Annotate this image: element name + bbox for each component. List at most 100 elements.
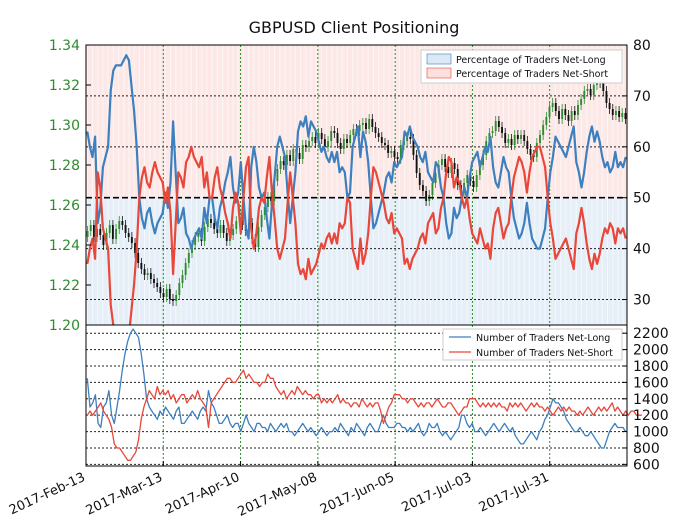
candle-body — [346, 139, 348, 143]
candle-body — [121, 221, 124, 225]
x-axis-tick-label: 2017-Apr-10 — [163, 470, 242, 518]
series-line-net-short-pct — [86, 145, 627, 342]
bottom-right-axis-tick-label: 1800 — [633, 359, 669, 375]
candle-body — [545, 117, 548, 125]
bottom-legend: Number of Traders Net-Long Number of Trad… — [442, 328, 623, 361]
candle-body — [301, 145, 304, 159]
candle-body — [425, 191, 428, 201]
candle-body — [447, 167, 450, 173]
candle-body — [298, 153, 301, 159]
candle-body — [361, 123, 364, 125]
candle-body — [368, 119, 371, 129]
candle-body — [263, 207, 266, 215]
candle-body — [270, 197, 273, 201]
legend-label-net-short-count: Number of Traders Net-Short — [476, 348, 613, 359]
candle-body — [472, 181, 475, 187]
candle-body — [115, 229, 118, 239]
candle-body — [232, 229, 235, 235]
candle-body — [339, 143, 342, 149]
candle-body — [172, 299, 174, 301]
candle-body — [497, 121, 500, 127]
candle-body — [184, 263, 187, 275]
candle-body — [358, 125, 361, 131]
candle-body — [134, 243, 136, 253]
x-axis-tick-label: 2017-May-08 — [236, 470, 320, 520]
bottom-right-axis-tick-label: 600 — [633, 457, 660, 473]
candle-body — [611, 109, 614, 115]
candle-body — [156, 283, 159, 287]
candle-body — [614, 111, 617, 115]
candle-body — [213, 223, 216, 229]
candle-body — [377, 133, 380, 137]
right-axis-tick-label: 30 — [633, 293, 651, 309]
right-axis-tick-label: 60 — [633, 140, 651, 156]
candle-body — [573, 111, 576, 115]
candle-body — [434, 173, 437, 183]
candle-body — [482, 155, 484, 165]
x-axis-tick-label: 2017-Mar-13 — [84, 470, 165, 519]
candle-body — [342, 139, 345, 149]
candle-body — [510, 139, 513, 145]
legend-swatch-net-short-pct — [426, 67, 452, 79]
candle-body — [504, 133, 507, 143]
legend-swatch-net-long-pct — [426, 53, 452, 65]
series-line-net-long-count — [86, 328, 627, 449]
candle-body — [86, 231, 89, 237]
candle-body — [99, 229, 102, 235]
bottom-plot-frame — [85, 324, 628, 467]
candle-body — [618, 111, 621, 117]
candle-body — [216, 229, 219, 233]
candle-body — [349, 135, 352, 143]
candle-body — [311, 137, 314, 141]
candle-body — [285, 155, 288, 165]
bottom-right-axis-tick-label: 1400 — [633, 392, 669, 408]
candle-body — [453, 163, 456, 169]
candle-body — [418, 173, 421, 185]
legend-label-net-short-pct: Percentage of Traders Net-Short — [456, 69, 608, 80]
left-axis-tick-label: 1.30 — [49, 118, 80, 134]
candle-body — [320, 133, 323, 139]
candle-body — [542, 125, 545, 135]
right-axis-tick-label: 50 — [633, 191, 651, 207]
candle-body — [102, 235, 105, 245]
candle-body — [111, 225, 114, 239]
right-axis-tick-label: 70 — [633, 89, 651, 105]
candle-body — [431, 183, 434, 195]
bottom-right-axis-tick-label: 2200 — [633, 326, 669, 342]
candle-body — [412, 139, 415, 155]
candle-body — [384, 143, 386, 145]
candle-body — [210, 219, 212, 223]
bottom-right-axis-tick-label: 2000 — [633, 343, 669, 359]
left-axis-tick-label: 1.32 — [49, 78, 80, 94]
x-axis-tick-label: 2017-Jul-03 — [399, 470, 474, 515]
candle-body — [222, 225, 225, 233]
candle-body — [561, 109, 564, 119]
left-axis-tick-label: 1.26 — [49, 198, 80, 214]
bottom-right-axis-tick-label: 1200 — [633, 408, 669, 424]
candle-body — [421, 185, 424, 191]
candle-body — [314, 137, 317, 143]
candle-body — [406, 137, 409, 141]
candle-body — [466, 175, 469, 183]
candle-body — [197, 233, 200, 237]
x-axis-tick-label: 2017-Jun-05 — [318, 470, 397, 517]
candle-body — [327, 141, 329, 147]
candle-body — [108, 225, 111, 233]
candle-body — [187, 253, 190, 263]
candle-body — [539, 135, 541, 143]
candle-body — [194, 237, 197, 245]
candle-body — [159, 287, 162, 293]
top-legend: Percentage of Traders Net-Long Percentage… — [420, 49, 623, 84]
chart-title: GBPUSD Client Positioning — [249, 18, 460, 37]
candle-body — [146, 273, 149, 275]
candle-body — [96, 229, 99, 237]
bottom-right-axis-tick-label: 800 — [633, 441, 660, 457]
candle-body — [570, 111, 573, 121]
top-legend-box — [420, 49, 623, 84]
candle-body — [266, 197, 269, 207]
candle-body — [507, 139, 510, 143]
candle-body — [118, 221, 121, 229]
